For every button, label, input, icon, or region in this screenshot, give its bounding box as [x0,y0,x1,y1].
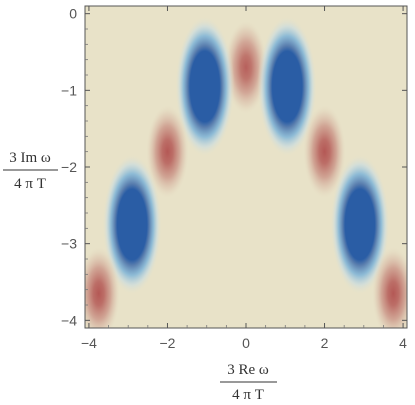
y-axis-label-denominator: 4 π T [14,176,46,192]
x-tick-label: −2 [159,335,175,351]
y-tick-label: −3 [61,236,77,252]
blue-spot [175,16,235,157]
x-tick-label: 4 [399,335,407,351]
y-tick-label: −4 [61,312,77,328]
x-axis-label-denominator: 4 π T [232,387,264,403]
red-spot [85,246,121,328]
x-axis: −4 −2 0 2 4 [81,6,407,351]
red-spot [302,104,347,200]
y-axis-label: 3 Im ω 4 π T [3,150,58,192]
blue-spot [257,16,317,157]
x-tick-label: −4 [81,335,97,351]
x-axis-label: 3 Re ω 4 π T [220,362,277,403]
red-spot [224,19,268,115]
plot-area [84,5,408,329]
blue-spot [330,154,390,295]
red-spot [145,104,190,200]
heatmap-features [85,16,407,328]
x-tick-label: 0 [242,335,250,351]
blue-spot [102,154,162,295]
y-tick-label: −1 [61,82,77,98]
y-tick-label: −2 [61,159,77,175]
y-axis-label-numerator: 3 Im ω [9,150,51,166]
y-axis: 0 −1 −2 −3 −4 [61,6,407,328]
x-tick-label: 2 [321,335,329,351]
y-tick-label: 0 [69,6,77,22]
x-axis-label-numerator: 3 Re ω [227,362,269,378]
red-spot [371,246,407,328]
